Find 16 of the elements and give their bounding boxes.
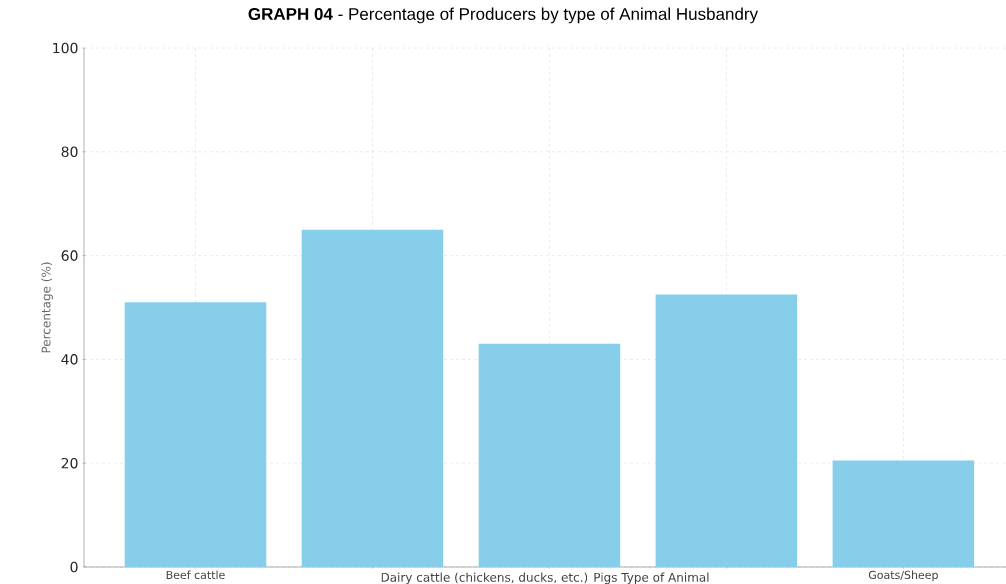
y-tick-label: 0: [70, 561, 78, 573]
bar: [124, 302, 267, 567]
y-tick-label: 100: [53, 42, 78, 54]
y-tick-label: 60: [61, 250, 78, 261]
bar: [478, 343, 621, 567]
y-tick-label: 40: [61, 354, 78, 365]
bar: [832, 460, 975, 567]
bar: [301, 229, 444, 567]
bar: [655, 294, 798, 567]
y-axis-title: Percentage (%): [41, 262, 53, 353]
x-tick-label: Beef cattle: [166, 570, 225, 580]
x-tick-label: Goats/Sheep: [868, 570, 938, 582]
y-tick-label: 20: [61, 457, 78, 469]
chart-title: GRAPH 04 - Percentage of Producers by type of Animal Husbandry: [248, 7, 759, 24]
x-axis-title: Dairy cattle (chickens, ducks, etc.) Pigs Type of Animal: [381, 572, 709, 584]
y-tick-label: 80: [61, 146, 78, 158]
